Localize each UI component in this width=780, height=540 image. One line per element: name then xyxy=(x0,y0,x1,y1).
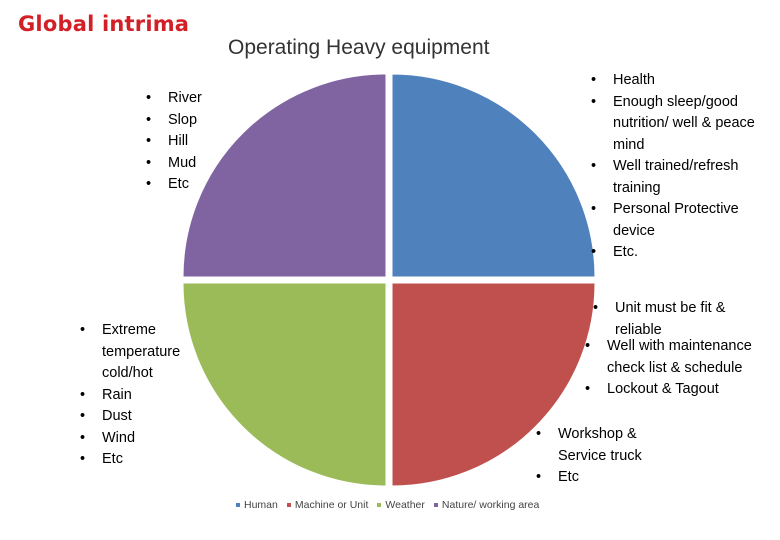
legend-item-nature: Nature/ working area xyxy=(433,499,540,511)
legend: Human Machine or Unit Weather Nature/ wo… xyxy=(236,499,539,511)
callout-list-item: Rain xyxy=(80,385,210,407)
legend-swatch-nature xyxy=(433,503,438,507)
callout-list-item: River xyxy=(146,88,266,110)
callout-list-item: Health xyxy=(591,70,761,92)
legend-swatch-machine xyxy=(286,503,291,507)
callout-list-item: Wind xyxy=(80,428,210,450)
legend-label-nature: Nature/ working area xyxy=(441,499,540,511)
callout-list-item: Slop xyxy=(146,110,266,132)
callout-list-item: Workshop & Service truck xyxy=(536,424,686,467)
callout-list-item: Dust xyxy=(80,406,210,428)
callout-list-item: Well with maintenance check list & sched… xyxy=(585,336,760,379)
callout-list-item: Unit must be fit & reliable xyxy=(593,298,761,341)
callout-human: HealthEnough sleep/good nutrition/ well … xyxy=(591,70,761,264)
callout-list-item: Enough sleep/good nutrition/ well & peac… xyxy=(591,92,761,157)
legend-swatch-human xyxy=(236,503,240,507)
callout-list-item: Lockout & Tagout xyxy=(585,379,760,401)
legend-item-human: Human xyxy=(236,499,278,511)
legend-label-human: Human xyxy=(244,499,278,511)
legend-swatch-weather xyxy=(377,503,382,507)
callout-list-item: Etc xyxy=(536,467,686,489)
callout-machine-top: Unit must be fit & reliable xyxy=(593,298,761,341)
callout-list-item: Well trained/refresh training xyxy=(591,156,761,199)
callout-machine-middle: Well with maintenance check list & sched… xyxy=(585,336,760,401)
quadrant-weather xyxy=(182,282,387,487)
callout-list-item: Etc. xyxy=(591,242,761,264)
legend-label-weather: Weather xyxy=(385,499,425,511)
legend-item-weather: Weather xyxy=(377,499,425,511)
callout-list-item: Etc xyxy=(80,449,210,471)
callout-list-item: Hill xyxy=(146,131,266,153)
callout-list-item: Extreme temperature cold/hot xyxy=(80,320,210,385)
callout-list-item: Mud xyxy=(146,153,266,175)
legend-label-machine: Machine or Unit xyxy=(294,499,369,511)
quadrant-human xyxy=(391,73,596,278)
legend-item-machine: Machine or Unit xyxy=(286,499,369,511)
callout-list-item: Etc xyxy=(146,174,266,196)
callout-weather: Extreme temperature cold/hotRainDustWind… xyxy=(80,320,210,471)
logo-text: Global intrima xyxy=(18,12,190,36)
callout-machine-bottom: Workshop & Service truckEtc xyxy=(536,424,686,489)
page-title: Operating Heavy equipment xyxy=(228,36,490,59)
callout-nature: RiverSlopHillMudEtc xyxy=(146,88,266,196)
callout-list-item: Personal Protective device xyxy=(591,199,761,242)
